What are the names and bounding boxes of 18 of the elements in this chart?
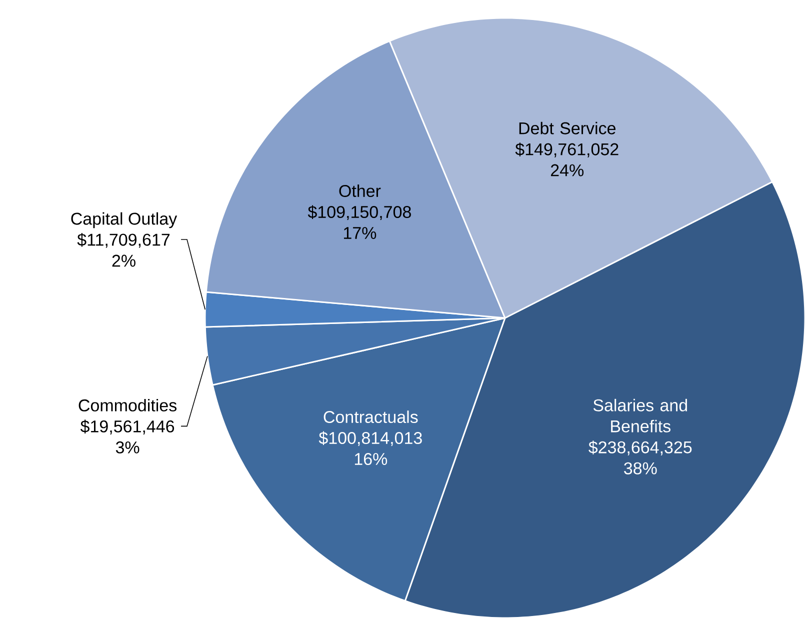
slice-label: Debt Service <box>519 122 616 134</box>
text: 3% <box>116 441 140 454</box>
data-label: $11,709,617 <box>77 233 170 248</box>
slice-label: Contractuals <box>324 410 418 424</box>
slice-label: Salaries and Benefits <box>593 398 687 432</box>
text: 24% <box>550 164 584 176</box>
text: 2% <box>112 254 136 267</box>
slice-label: Capital Outlay <box>71 212 178 228</box>
data-label: $238,664,325 <box>588 440 692 456</box>
slice-label: Commodities <box>78 398 177 412</box>
data-label: $149,761,052 <box>515 142 618 158</box>
text: 17% <box>344 227 376 239</box>
slice-label: Other <box>339 184 381 198</box>
data-label: $19,561,446 <box>80 420 174 434</box>
text: 38% <box>624 462 657 474</box>
data-label: $100,814,013 <box>318 431 422 446</box>
data-label: $109,150,708 <box>308 205 411 220</box>
text: 16% <box>354 453 388 466</box>
